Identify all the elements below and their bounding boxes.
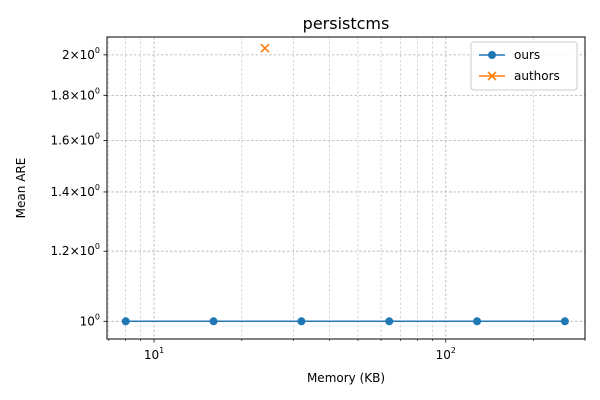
y-tick-label: 1.4×100 [50,183,100,199]
legend-label-ours: ours [514,48,540,62]
y-tick-label: 2×100 [62,46,100,62]
data-point-ours [209,317,218,326]
legend-box [470,41,578,91]
data-point-ours [385,317,394,326]
plot-area [121,43,569,326]
y-tick-label: 100 [80,312,100,328]
y-axis: 100 1.2×100 1.4×100 1.6×100 1.8×100 2×100 [50,46,107,328]
y-tick-label: 1.6×100 [50,132,100,148]
legend-label-authors: authors [514,69,560,83]
data-point-ours [473,317,482,326]
data-point-ours [560,317,569,326]
x-axis-label: Memory (KB) [307,371,385,385]
chart-title: persistcms [303,14,390,33]
y-tick-label: 1.2×100 [50,242,100,258]
x-tick-label: 101 [144,346,164,362]
x-axis: 101 102 [108,339,586,362]
data-point-ours [297,317,306,326]
y-tick-label: 1.8×100 [50,86,100,102]
y-axis-label: Mean ARE [14,158,28,219]
legend-marker-ours [488,51,496,59]
data-point-authors [260,43,270,53]
axes-frame [106,36,586,340]
x-tick-label: 102 [436,346,456,362]
legend: ours authors [470,41,578,91]
data-point-ours [121,317,130,326]
legend-marker-authors [487,71,497,81]
